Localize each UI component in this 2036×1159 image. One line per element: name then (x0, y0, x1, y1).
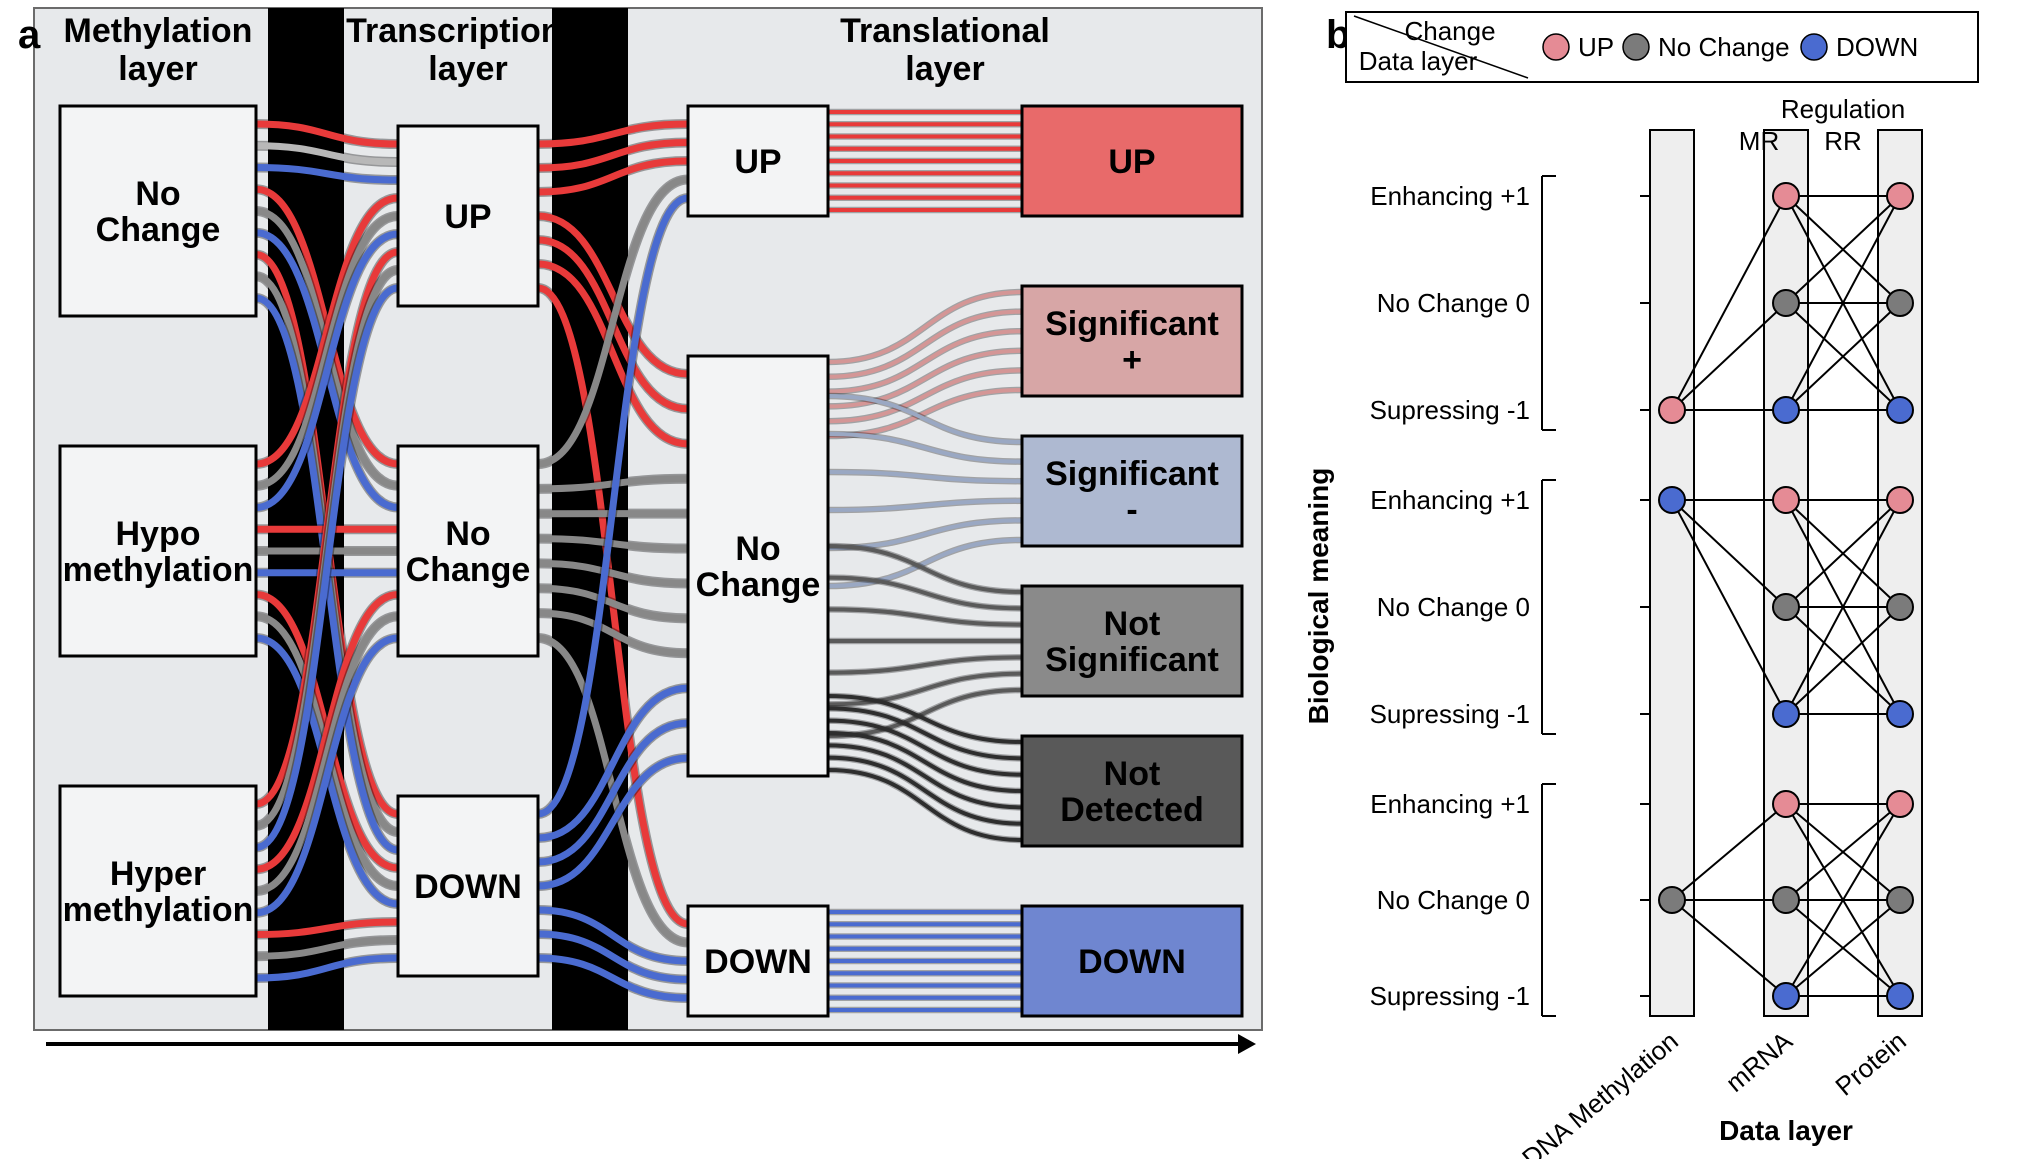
figure-stage: aMethylationlayerTranscriptionallayerTra… (0, 0, 2036, 1159)
column-bar (1650, 130, 1694, 1016)
state-dot (1773, 701, 1799, 727)
node-label: UP (1108, 143, 1155, 181)
row-label: No Change 0 (1377, 885, 1530, 915)
state-dot (1773, 487, 1799, 513)
column-label: mRNA (1720, 1025, 1798, 1098)
row-label: Enhancing +1 (1370, 181, 1530, 211)
legend-header: Change (1404, 16, 1495, 46)
node-label: methylation (63, 551, 254, 589)
state-dot (1659, 487, 1685, 513)
legend-dot (1543, 34, 1569, 60)
node-label: Significant (1045, 641, 1219, 679)
state-dot (1887, 791, 1913, 817)
panel-a-label: a (18, 13, 41, 57)
column-label: DNA Methylation (1516, 1026, 1684, 1159)
node-label: Hypo (116, 515, 201, 553)
row-label: Supressing -1 (1370, 981, 1530, 1011)
node-label: Not (1104, 605, 1161, 643)
y-axis-label: Biological meaning (1303, 468, 1334, 725)
state-dot (1887, 183, 1913, 209)
regulation-sub: MR (1739, 126, 1779, 156)
node-label: No (445, 515, 490, 553)
column-bar (1878, 130, 1922, 1016)
state-dot (1773, 183, 1799, 209)
node-label: Change (696, 566, 821, 604)
figure-svg: aMethylationlayerTranscriptionallayerTra… (0, 0, 2036, 1159)
state-dot (1773, 983, 1799, 1009)
row-label: Enhancing +1 (1370, 485, 1530, 515)
layer-header: Transcriptional (346, 12, 590, 50)
row-label: Supressing -1 (1370, 395, 1530, 425)
state-dot (1887, 290, 1913, 316)
node-label: Not (1104, 755, 1161, 793)
state-dot (1773, 791, 1799, 817)
state-dot (1659, 887, 1685, 913)
column-bar (1764, 130, 1808, 1016)
node-label: Hyper (110, 855, 206, 893)
state-dot (1887, 887, 1913, 913)
state-dot (1887, 594, 1913, 620)
state-dot (1773, 397, 1799, 423)
node-label: Change (96, 211, 221, 249)
row-label: Enhancing +1 (1370, 789, 1530, 819)
legend-label: UP (1578, 32, 1614, 62)
state-dot (1773, 290, 1799, 316)
legend-label: DOWN (1836, 32, 1918, 62)
column-label: Protein (1829, 1026, 1911, 1102)
arrowhead-icon (1238, 1034, 1256, 1054)
row-label: No Change 0 (1377, 592, 1530, 622)
state-dot (1887, 701, 1913, 727)
node-label: methylation (63, 891, 254, 929)
regulation-header: Regulation (1781, 94, 1905, 124)
row-label: Supressing -1 (1370, 699, 1530, 729)
node-label: UP (734, 143, 781, 181)
node-label: Significant (1045, 455, 1219, 493)
node-label: + (1122, 341, 1142, 379)
legend-label: No Change (1658, 32, 1790, 62)
x-axis-label: Data layer (1719, 1115, 1853, 1146)
layer-header: Methylation (64, 12, 253, 50)
node-label: - (1126, 491, 1137, 529)
node-label: Significant (1045, 305, 1219, 343)
node-label: No (735, 530, 780, 568)
state-dot (1887, 487, 1913, 513)
node-label: Change (406, 551, 531, 589)
layer-header: layer (118, 50, 197, 88)
legend-header: Data layer (1359, 46, 1478, 76)
legend-dot (1801, 34, 1827, 60)
state-dot (1659, 397, 1685, 423)
layer-header: layer (428, 50, 507, 88)
state-dot (1773, 594, 1799, 620)
node-label: DOWN (704, 943, 812, 981)
node-label: No (135, 175, 180, 213)
node-label: UP (444, 198, 491, 236)
state-dot (1887, 397, 1913, 423)
node-label: Detected (1060, 791, 1204, 829)
state-dot (1887, 983, 1913, 1009)
state-dot (1773, 887, 1799, 913)
layer-header: layer (905, 50, 984, 88)
legend-dot (1623, 34, 1649, 60)
node-label: DOWN (1078, 943, 1186, 981)
row-label: No Change 0 (1377, 288, 1530, 318)
regulation-sub: RR (1824, 126, 1862, 156)
layer-header: Translational (840, 12, 1050, 50)
node-label: DOWN (414, 868, 522, 906)
